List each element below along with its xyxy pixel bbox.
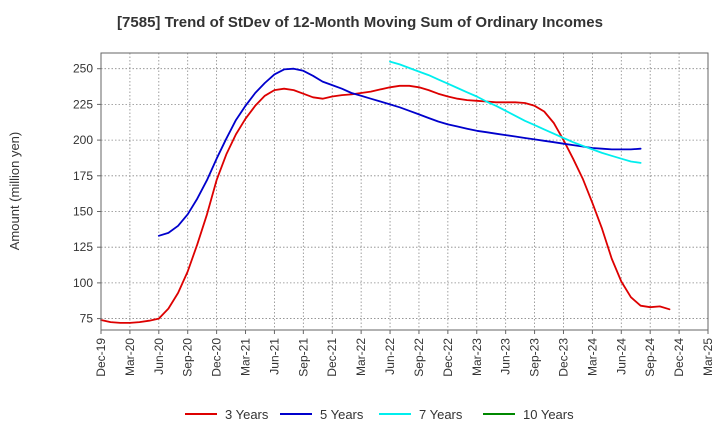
chart-title: [7585] Trend of StDev of 12-Month Moving… <box>117 14 603 31</box>
x-tick-label: Jun-20 <box>152 338 166 375</box>
x-tick-label: Mar-24 <box>585 338 599 376</box>
x-tick-label: Dec-21 <box>325 338 339 377</box>
x-tick-label: Dec-22 <box>441 338 455 377</box>
x-axis: Dec-19 Mar-20 Jun-20 Sep-20 Dec-20 Mar-21 Jun-… <box>94 330 715 377</box>
x-tick-label: Mar-23 <box>470 338 484 376</box>
plot-frame <box>100 52 709 331</box>
series-lines <box>100 60 671 324</box>
y-tick-label: 175 <box>73 169 93 183</box>
x-tick-label: Jun-22 <box>383 338 397 375</box>
x-tick-label: Mar-20 <box>123 338 137 376</box>
series-line-7-years <box>389 60 642 164</box>
grid-lines <box>101 53 708 330</box>
x-tick-label: Sep-22 <box>412 338 426 377</box>
x-tick-label: Sep-20 <box>181 338 195 377</box>
plot-background <box>101 53 708 330</box>
y-tick-label: 200 <box>73 133 93 147</box>
x-tick-label: Jun-21 <box>267 338 281 375</box>
x-tick-label: Dec-20 <box>210 338 224 377</box>
legend-label: 7 Years <box>419 407 463 422</box>
y-tick-label: 225 <box>73 97 93 111</box>
y-tick-label: 75 <box>80 312 94 326</box>
x-tick-label: Sep-24 <box>643 338 657 377</box>
x-tick-label: Jun-24 <box>614 338 628 375</box>
y-tick-label: 100 <box>73 276 93 290</box>
x-tick-label: Dec-19 <box>94 338 108 377</box>
legend-label: 3 Years <box>225 407 269 422</box>
legend-label: 5 Years <box>320 407 364 422</box>
x-tick-label: Dec-24 <box>672 338 686 377</box>
x-tick-label: Mar-21 <box>239 338 253 376</box>
x-tick-label: Sep-21 <box>296 338 310 377</box>
y-tick-label: 150 <box>73 204 93 218</box>
x-tick-label: Sep-23 <box>528 338 542 377</box>
y-tick-label: 125 <box>73 240 93 254</box>
x-tick-label: Mar-25 <box>701 338 715 376</box>
y-tick-label: 250 <box>73 62 93 76</box>
series-line-5-years <box>157 67 642 237</box>
legend: 3 Years 5 Years 7 Years 10 Years <box>185 407 574 422</box>
series-line-3-years <box>100 84 671 324</box>
x-tick-label: Mar-22 <box>354 338 368 376</box>
x-tick-label: Jun-23 <box>499 338 513 375</box>
x-tick-label: Dec-23 <box>556 338 570 377</box>
legend-label: 10 Years <box>523 407 574 422</box>
y-axis-title: Amount (million yen) <box>7 132 22 251</box>
y-axis: 75 100 125 150 175 200 225 250 <box>73 62 101 326</box>
